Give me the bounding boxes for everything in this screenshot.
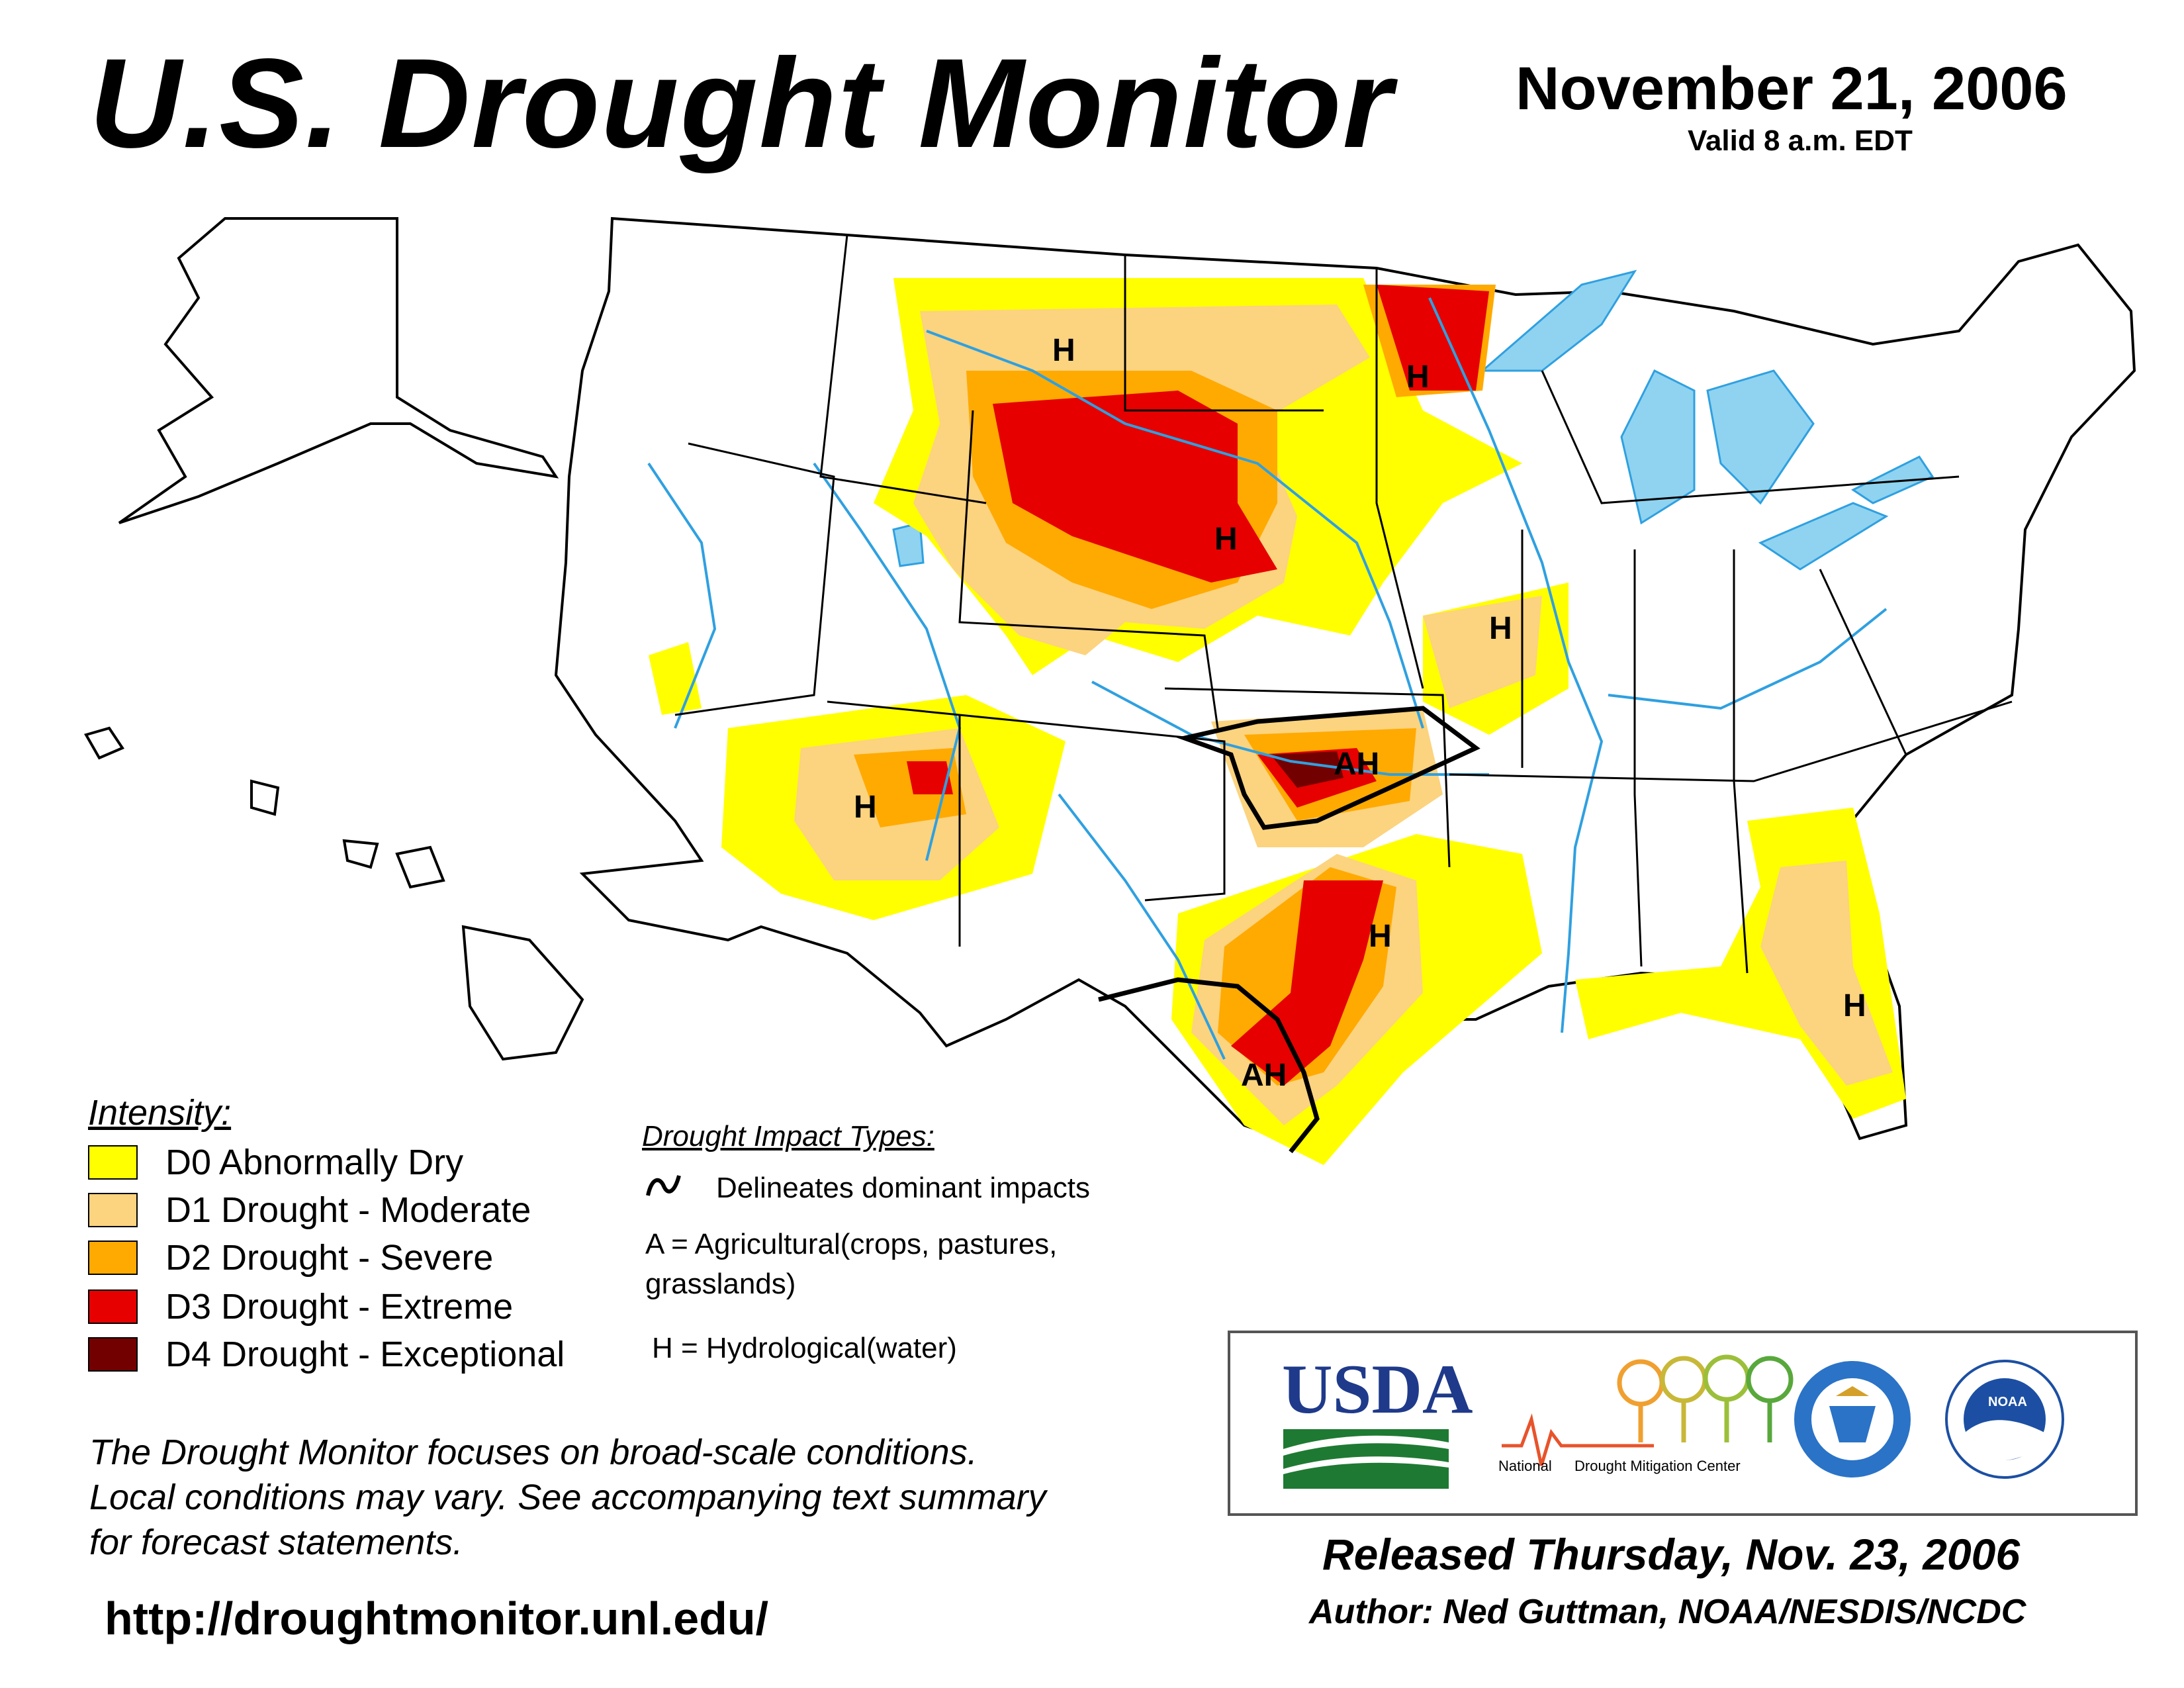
hawaii-outline bbox=[83, 726, 584, 1061]
legend-swatch bbox=[88, 1193, 138, 1227]
d1-iowa bbox=[1423, 596, 1542, 708]
label-hydrological: H bbox=[1843, 988, 1866, 1023]
legend-swatch bbox=[88, 1289, 138, 1324]
impact-agricultural-label-cont: grasslands) bbox=[645, 1268, 796, 1300]
label-hydrological: H bbox=[1489, 611, 1512, 646]
noaa-logo: NOAA bbox=[1945, 1360, 2064, 1479]
note-line: Local conditions may vary. See accompany… bbox=[89, 1477, 1046, 1517]
label-hydrological: H bbox=[1214, 522, 1238, 557]
d3-minnesota bbox=[1377, 285, 1489, 391]
impact-hydrological-label: H = Hydrological(water) bbox=[652, 1332, 957, 1364]
author-credit: Author: Ned Guttman, NOAA/NESDIS/NCDC bbox=[1309, 1593, 2026, 1631]
page-title: U.S. Drought Monitor bbox=[89, 32, 1394, 174]
label-hydrological: H bbox=[854, 790, 877, 825]
legend-label: D3 Drought - Extreme bbox=[165, 1287, 514, 1327]
drought-areas bbox=[649, 278, 1906, 1165]
legend-label: D2 Drought - Severe bbox=[165, 1238, 494, 1278]
commerce-seal-icon bbox=[1794, 1361, 1911, 1477]
ndmc-logo: National Drought Mitigation Center bbox=[1498, 1354, 1794, 1474]
legend-item: D1 Drought - Moderate bbox=[88, 1188, 531, 1233]
great-lakes bbox=[1479, 269, 1934, 571]
legend-swatch bbox=[88, 1337, 138, 1372]
svg-text:NOAA: NOAA bbox=[1988, 1395, 2027, 1409]
d1-southeast bbox=[1760, 861, 1893, 1086]
legend-item: D2 Drought - Severe bbox=[88, 1235, 493, 1280]
logos-svg: USDA National Drought Mitigation Center bbox=[1282, 1350, 2064, 1489]
map-date: November 21, 2006 bbox=[1516, 55, 2068, 122]
agency-logos: USDA National Drought Mitigation Center bbox=[1228, 1331, 2138, 1516]
label-hydrological: H bbox=[1052, 333, 1075, 368]
legend-item: D4 Drought - Exceptional bbox=[88, 1332, 565, 1377]
website-link[interactable]: http://droughtmonitor.unl.edu/ bbox=[105, 1593, 769, 1644]
state-boundaries bbox=[674, 234, 2013, 974]
usda-logo: USDA bbox=[1282, 1350, 1473, 1489]
impact-line-label: Delineates dominant impacts bbox=[716, 1172, 1090, 1204]
legend-swatch bbox=[88, 1241, 138, 1275]
impact-boundaries bbox=[1098, 706, 1480, 1154]
impact-agricultural-label: A = Agricultural(crops, pastures, bbox=[645, 1228, 1058, 1260]
impact-types-title: Drought Impact Types: bbox=[642, 1120, 934, 1152]
legend-title: Intensity: bbox=[88, 1093, 232, 1133]
drought-map: H H H H H AH H AH H bbox=[83, 216, 2136, 1165]
svg-text:National: National bbox=[1498, 1458, 1552, 1474]
d3-north bbox=[993, 391, 1277, 583]
label-agricultural-hydrological: AH bbox=[1334, 747, 1379, 782]
label-agricultural-hydrological: AH bbox=[1241, 1058, 1287, 1093]
label-hydrological: H bbox=[1369, 919, 1392, 954]
rivers bbox=[647, 297, 1888, 1060]
legend-item: D3 Drought - Extreme bbox=[88, 1284, 513, 1329]
legend-swatch bbox=[88, 1145, 138, 1180]
legend-item: D0 Abnormally Dry bbox=[88, 1140, 463, 1185]
legend-label: D0 Abnormally Dry bbox=[165, 1143, 464, 1182]
impact-line-icon bbox=[646, 1175, 681, 1196]
note-line: The Drought Monitor focuses on broad-sca… bbox=[89, 1432, 978, 1472]
alaska-outline bbox=[118, 217, 559, 524]
svg-text:Drought Mitigation Center: Drought Mitigation Center bbox=[1574, 1458, 1741, 1474]
d3-texas bbox=[1231, 880, 1383, 1086]
note-line: for forecast statements. bbox=[89, 1523, 463, 1562]
d3-southwest bbox=[907, 761, 953, 794]
valid-time: Valid 8 a.m. EDT bbox=[1688, 124, 1913, 157]
legend-label: D4 Drought - Exceptional bbox=[165, 1335, 565, 1374]
disclaimer-note: The Drought Monitor focuses on broad-sca… bbox=[89, 1430, 1214, 1565]
label-hydrological: H bbox=[1406, 359, 1430, 395]
legend-label: D1 Drought - Moderate bbox=[165, 1190, 531, 1230]
svg-text:USDA: USDA bbox=[1282, 1350, 1473, 1428]
release-date: Released Thursday, Nov. 23, 2006 bbox=[1322, 1530, 2021, 1579]
